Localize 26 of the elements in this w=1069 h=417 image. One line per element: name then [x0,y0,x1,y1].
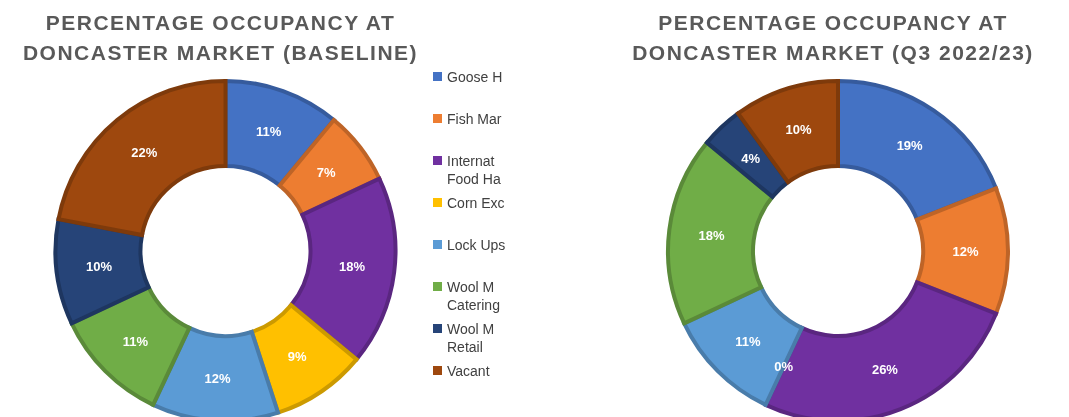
legend-label: Wool M Catering [447,278,501,314]
data-label: 22% [131,145,158,161]
legend-label: Lock Ups [447,236,507,254]
chart-title: PERCENTAGE OCCUPANCY AT DONCASTER MARKET (BASELINE) [21,10,420,66]
data-label: 18% [698,227,725,243]
legend-label: Internat Food Ha [447,152,502,188]
data-label: 12% [204,370,231,386]
legend-label: Wool M Retail [447,320,496,356]
data-label: 10% [785,122,813,138]
legend-label: Corn Exc [447,194,506,212]
data-label: 18% [338,259,366,275]
data-label: 19% [896,138,924,154]
text: 0% [774,358,794,374]
legend-label: Fish Mar [447,110,503,128]
data-label: 4% [741,150,761,166]
chart-title: PERCENTAGE OCCUPANCY AT DONCASTER MARKET (Q3 2022/23) [631,10,1035,66]
data-label: 10% [85,259,113,275]
data-label: 11% [735,333,761,349]
data-label: 11% [256,123,282,139]
legend-label: Goose H [447,68,504,86]
data-label: 12% [952,243,979,259]
data-label: 7% [316,165,337,181]
data-label: 9% [287,348,307,364]
data-label: 11% [122,333,149,349]
legend-label: Vacant [447,362,491,380]
data-label: 26% [871,362,899,378]
